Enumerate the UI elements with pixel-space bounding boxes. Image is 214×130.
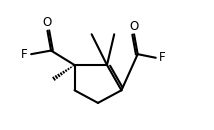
Text: O: O: [129, 20, 139, 32]
Text: F: F: [159, 51, 166, 64]
Text: F: F: [21, 48, 28, 61]
Text: O: O: [43, 16, 52, 29]
